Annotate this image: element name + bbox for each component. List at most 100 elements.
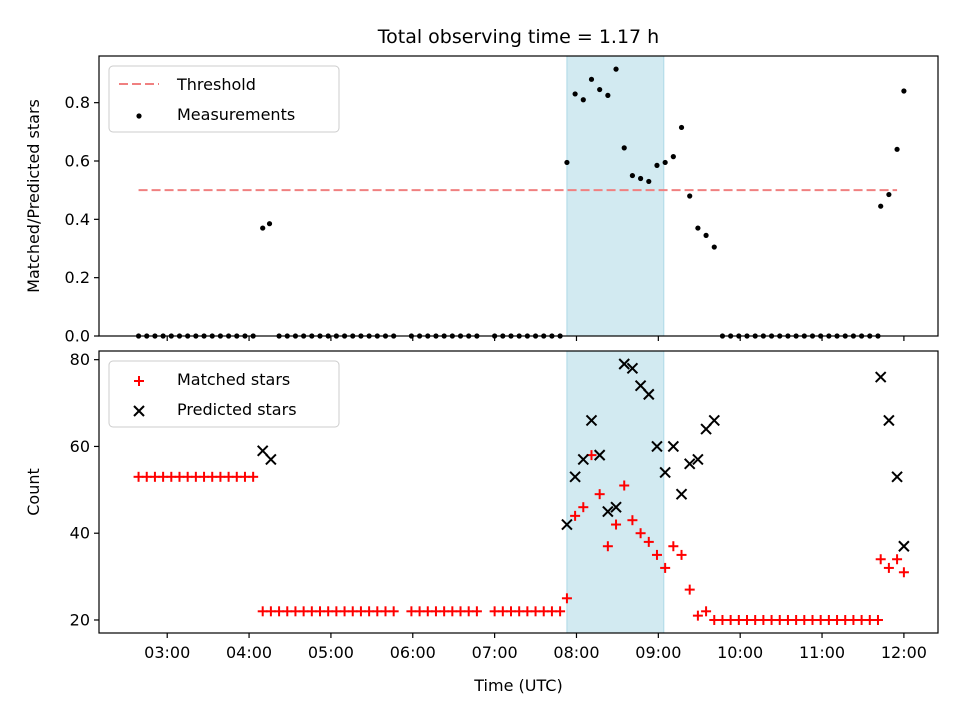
y-tick-label: 40 — [70, 524, 90, 543]
y-tick-label: 20 — [70, 610, 90, 629]
x-b — [651, 440, 663, 453]
data-point — [668, 541, 679, 552]
x-b — [602, 505, 614, 518]
x-b — [692, 453, 704, 466]
legend-label: Predicted stars — [177, 400, 297, 419]
data-point — [613, 66, 619, 72]
data-point — [618, 358, 630, 370]
data-point — [572, 91, 578, 97]
chart-title: Total observing time = 1.17 h — [377, 26, 659, 48]
data-point — [646, 178, 652, 185]
x-b — [569, 471, 581, 483]
data-point — [901, 88, 907, 94]
series-matched-stars — [133, 450, 909, 625]
data-point — [265, 453, 277, 466]
x-b — [618, 358, 630, 370]
data-point — [585, 414, 598, 427]
data-point — [692, 610, 703, 621]
data-point — [708, 414, 720, 427]
data-point — [621, 145, 627, 151]
legend-box — [108, 65, 340, 133]
data-point — [634, 380, 647, 392]
highlight-span — [566, 55, 665, 337]
data-point — [684, 458, 696, 470]
x-tick-label: 07:00 — [472, 643, 518, 662]
data-point — [611, 519, 622, 530]
x-b — [585, 414, 598, 427]
x-b — [708, 414, 720, 427]
data-point — [580, 97, 586, 103]
x-b — [883, 414, 895, 427]
x-tick-label: 03:00 — [144, 643, 190, 662]
data-point — [260, 225, 266, 231]
x-tick-label: 08:00 — [553, 643, 599, 662]
axes-frame — [98, 55, 939, 337]
top-panel-ratio: 0.0 0.2 0.4 0.6 0.8 Total observing time = 1.… — [24, 26, 939, 346]
data-point — [471, 606, 482, 617]
data-point — [594, 489, 605, 500]
data-point — [676, 549, 687, 560]
y-tick-label: 60 — [70, 437, 90, 456]
data-point — [711, 244, 717, 250]
data-point — [577, 453, 590, 466]
x-b — [626, 362, 639, 375]
x-b — [634, 380, 647, 392]
data-point — [700, 423, 712, 435]
data-point — [886, 191, 892, 198]
data-point — [569, 471, 581, 483]
data-point — [684, 584, 695, 595]
data-point — [874, 371, 887, 383]
data-point — [703, 232, 709, 238]
x-tick-label: 10:00 — [717, 643, 763, 662]
legend-label: Matched stars — [177, 370, 290, 389]
legend-label: Measurements — [177, 105, 295, 124]
x-b — [577, 453, 590, 466]
data-point — [605, 92, 611, 98]
x-tick-label: 06:00 — [390, 643, 436, 662]
x-tick-label: 04:00 — [226, 643, 272, 662]
data-point — [678, 124, 685, 131]
data-point — [257, 445, 269, 457]
x-b — [265, 453, 277, 466]
data-point — [651, 440, 663, 453]
y-axis-label: Matched/Predicted stars — [24, 99, 43, 293]
data-point — [667, 440, 680, 453]
data-point — [602, 505, 614, 518]
x-b — [610, 501, 622, 513]
data-point — [651, 549, 662, 560]
data-point — [692, 453, 704, 466]
data-point — [675, 488, 688, 500]
data-point — [695, 225, 701, 231]
highlight-span — [566, 350, 665, 634]
data-point — [570, 510, 581, 521]
y-tick-label: 0.0 — [65, 327, 90, 346]
x-b — [874, 371, 887, 383]
x-tick-label: 12:00 — [881, 643, 927, 662]
x-b — [684, 458, 696, 470]
data-point — [701, 606, 712, 617]
data-point — [610, 501, 622, 513]
x-b — [675, 488, 688, 500]
data-point — [637, 175, 644, 182]
data-point — [643, 536, 654, 547]
bottom-panel-counts: 20 40 60 80 03:00 04:00 05:00 06:00 07:00 08:00 09… — [24, 350, 939, 695]
axes-frame — [98, 350, 939, 634]
data-point — [564, 159, 570, 166]
data-point — [561, 518, 573, 531]
data-point — [629, 172, 636, 179]
data-point — [561, 593, 572, 604]
y-tick-label: 0.8 — [65, 93, 90, 112]
data-point — [578, 502, 589, 513]
data-point — [892, 554, 903, 565]
data-point — [654, 162, 660, 168]
data-point — [627, 515, 638, 526]
data-point — [659, 466, 671, 479]
data-point — [626, 362, 639, 375]
data-point — [894, 146, 900, 152]
y-tick-label: 0.2 — [65, 268, 90, 287]
data-point — [898, 567, 909, 578]
x-tick-label: 11:00 — [799, 643, 845, 662]
data-point — [660, 562, 671, 573]
x-b — [643, 388, 655, 401]
